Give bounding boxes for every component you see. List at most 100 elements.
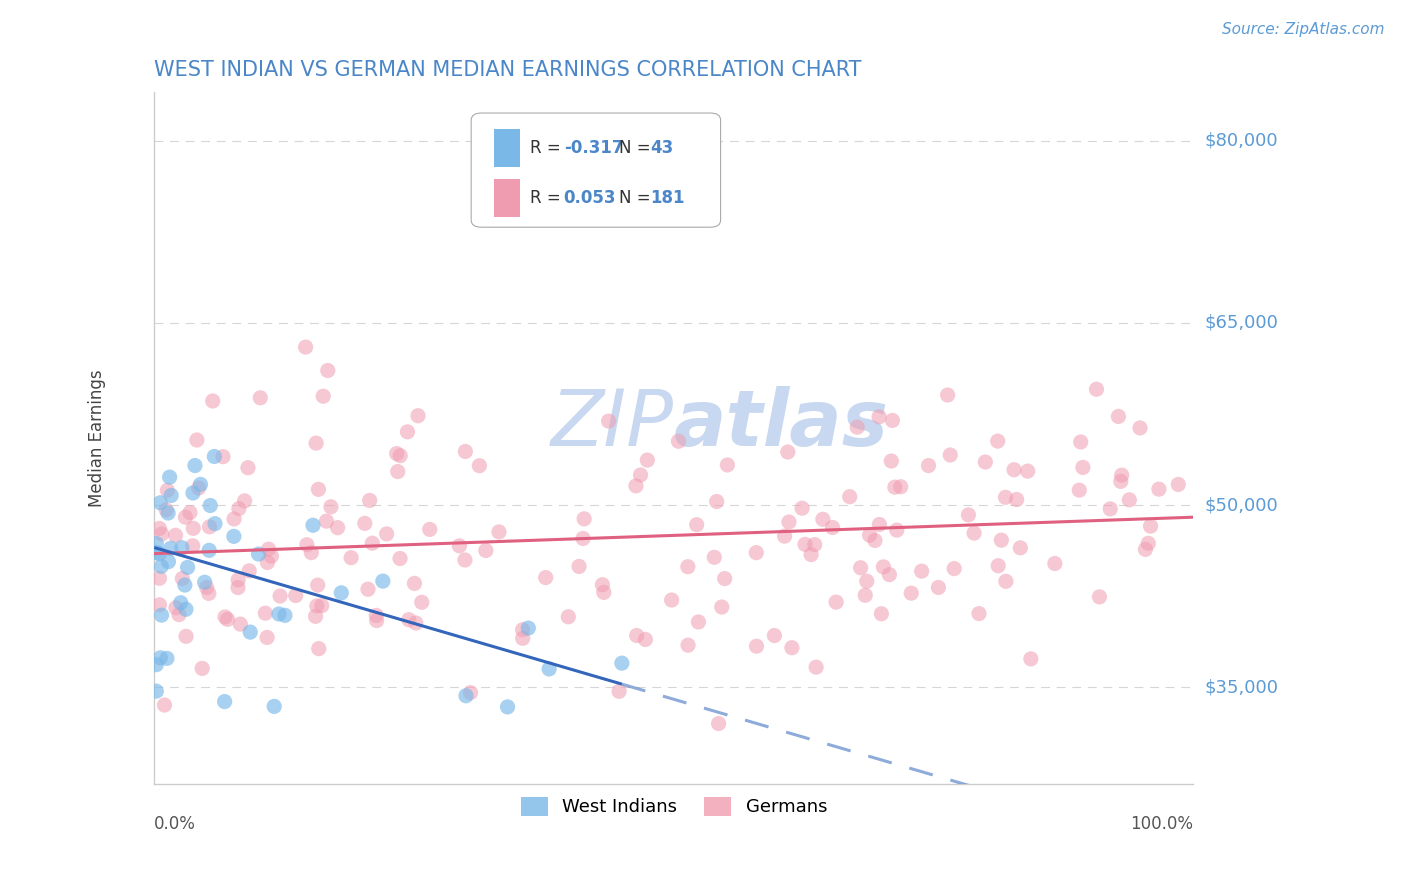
Point [454,553,477,567]
Point [1071,460,1094,475]
Point [1139,519,1161,533]
Point [1099,501,1122,516]
Point [825,595,848,609]
Point [236,460,259,475]
Point [160,488,183,502]
Point [174,602,197,616]
Point [703,550,725,565]
Point [145,657,167,672]
Point [302,518,325,533]
Point [315,514,337,528]
Point [181,521,204,535]
Point [636,453,658,467]
Point [150,527,173,541]
Point [305,599,328,613]
Point [217,612,239,626]
Point [233,494,256,508]
Point [222,529,245,543]
Point [1069,483,1091,498]
Point [917,458,939,473]
Point [883,480,905,494]
Point [239,625,262,640]
Text: $50,000: $50,000 [1205,496,1278,514]
Point [308,641,330,656]
Point [607,684,630,698]
Point [312,389,335,403]
Point [987,558,1010,573]
Point [198,520,221,534]
Text: atlas: atlas [673,386,889,462]
Point [488,524,510,539]
Point [868,517,890,532]
Point [773,529,796,543]
Point [706,494,728,508]
Point [263,699,285,714]
Point [475,543,498,558]
Point [939,448,962,462]
Point [190,477,212,491]
Point [257,542,280,557]
Point [957,508,980,522]
Point [1167,477,1189,491]
Point [963,526,986,541]
Point [357,582,380,597]
Text: -0.317: -0.317 [564,139,623,157]
Point [572,532,595,546]
Point [295,538,318,552]
Point [974,455,997,469]
Point [630,467,652,482]
Point [460,686,482,700]
Point [375,527,398,541]
FancyBboxPatch shape [471,113,721,227]
Point [366,608,388,623]
Point [254,606,277,620]
Point [307,578,329,592]
Point [688,615,710,629]
Point [987,434,1010,449]
Point [634,632,657,647]
Point [267,607,290,621]
Point [868,409,890,424]
Point [361,536,384,550]
Point [157,506,180,520]
Point [274,608,297,623]
Point [184,458,207,473]
Point [186,433,208,447]
Point [800,548,823,562]
Point [150,608,173,623]
Point [156,651,179,665]
Text: Source: ZipAtlas.com: Source: ZipAtlas.com [1222,22,1385,37]
Point [872,560,894,574]
Point [396,425,419,439]
Point [624,479,647,493]
Point [260,549,283,563]
Point [181,486,204,500]
Point [353,516,375,531]
Point [173,578,195,592]
Point [676,559,699,574]
Point [170,541,193,555]
Text: WEST INDIAN VS GERMAN MEDIAN EARNINGS CORRELATION CHART: WEST INDIAN VS GERMAN MEDIAN EARNINGS CO… [155,60,862,79]
Point [247,547,270,561]
Point [191,661,214,675]
Point [838,490,860,504]
Point [229,617,252,632]
Point [626,628,648,642]
Point [387,465,409,479]
Point [572,512,595,526]
Text: Median Earnings: Median Earnings [89,369,105,507]
Point [1017,464,1039,478]
Point [454,689,477,703]
Text: 0.0%: 0.0% [155,814,195,832]
Point [319,500,342,514]
Point [214,695,236,709]
Point [967,607,990,621]
Point [780,640,803,655]
Point [863,533,886,548]
Point [1002,463,1025,477]
Text: 100.0%: 100.0% [1130,814,1194,832]
Text: $65,000: $65,000 [1205,314,1278,332]
Point [157,555,180,569]
Point [943,561,966,575]
Point [389,449,412,463]
